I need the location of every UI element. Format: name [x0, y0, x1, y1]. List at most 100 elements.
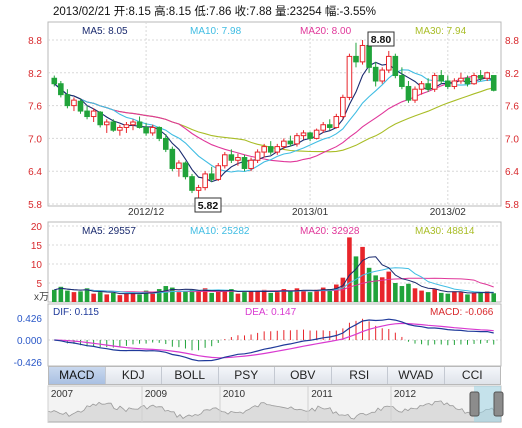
volume-bar	[255, 290, 260, 302]
high-annotation-text: 8.80	[371, 34, 392, 46]
volume-bar	[419, 290, 424, 302]
volume-y-tick-label: 10	[31, 260, 43, 271]
volume-bar	[445, 293, 451, 302]
candle-body	[189, 176, 195, 191]
volume-bar	[458, 292, 464, 302]
candle	[451, 78, 458, 90]
candle	[222, 152, 228, 169]
candle-body	[287, 140, 294, 145]
tab-psy[interactable]: PSY	[219, 367, 275, 384]
candle	[359, 40, 366, 65]
navigator-right-handle[interactable]	[493, 391, 504, 417]
candle-body	[445, 80, 451, 87]
candle-body	[228, 154, 235, 161]
tab-cci[interactable]: CCI	[461, 368, 483, 382]
candle-body	[340, 96, 346, 118]
tab-macd[interactable]: MACD	[49, 367, 106, 384]
price-y-tick-label: 7.0	[28, 134, 42, 145]
candle-body	[84, 110, 90, 118]
candle	[208, 166, 215, 183]
volume-ma-legend: MA5: 29557 MA10: 25282 MA20: 32928 MA30:…	[82, 226, 475, 237]
low-label: 低	[194, 6, 206, 18]
candle	[405, 81, 412, 103]
candle	[438, 70, 445, 84]
candle-body	[458, 77, 464, 82]
candle	[162, 134, 169, 153]
macd-legend-dif: DIF: 0.115	[53, 307, 99, 318]
candle	[143, 123, 149, 136]
candle	[300, 130, 307, 140]
volume-ma-lines	[54, 256, 494, 295]
candle	[248, 157, 254, 172]
candle-body	[379, 69, 386, 82]
price-y-tick-label-right: 8.8	[505, 36, 519, 47]
candle-body	[202, 173, 208, 189]
volume-y-tick-label: 15	[31, 241, 43, 252]
macd-panel: 0.426 0.000 -0.426 DIF: 0.115 DEA: 0.147 M…	[14, 303, 502, 369]
price-panel: 8.8 8.2 7.6 7.0 6.4 5.8 8.8 8.2 7.6 7.0 6.4 5.8 20…	[28, 21, 519, 218]
macd-y-tick-label: -0.426	[14, 358, 43, 369]
volume-bar	[209, 292, 214, 302]
candle-body	[353, 55, 359, 63]
volume-bar	[91, 293, 96, 302]
volume-plot-frame	[47, 221, 502, 303]
candles	[51, 40, 497, 203]
change-label: 幅	[324, 6, 337, 18]
time-navigator[interactable]: 2007 2009 2010 2011 2012	[47, 385, 504, 423]
candle-body	[162, 137, 169, 150]
candle-body	[58, 83, 64, 96]
volume-value: 23254	[289, 6, 322, 18]
candle-body	[117, 126, 123, 131]
candle	[169, 146, 176, 172]
candle-body	[176, 162, 182, 169]
candle	[97, 111, 103, 128]
candle	[372, 61, 379, 87]
tab-kdj[interactable]: KDJ	[106, 367, 162, 384]
price-y-tick-label: 6.4	[28, 167, 42, 178]
candle-body	[103, 121, 110, 126]
tab-boll[interactable]: BOLL	[162, 367, 219, 384]
macd-y-ticks: 0.426 0.000 -0.426	[14, 314, 43, 369]
low-annotation-box	[194, 197, 222, 213]
candle-body	[110, 121, 117, 131]
price-y-ticks-right: 8.8 8.2 7.6 7.0 6.4 5.8	[505, 36, 519, 211]
legend-ma5: MA5: 8.05	[82, 26, 128, 37]
low-value: 7.86	[209, 6, 232, 18]
volume-bar	[471, 292, 477, 302]
candle-body	[300, 132, 307, 137]
volume-y-tick-label: 5	[36, 279, 42, 290]
tab-rsi[interactable]: RSI	[332, 367, 388, 384]
volume-bar	[281, 289, 287, 302]
candle	[228, 149, 235, 163]
candle-body	[254, 151, 261, 161]
vol-legend-ma20: MA20: 32928	[300, 226, 360, 237]
candle-body	[366, 44, 372, 68]
candle-body	[195, 187, 202, 191]
navigator-x-label: 2009	[145, 389, 168, 400]
price-y-tick-label-right: 7.0	[505, 134, 519, 145]
tab-wvad[interactable]: WVAD	[388, 367, 445, 384]
volume-bar	[268, 292, 274, 302]
candle	[130, 119, 136, 131]
candle-body	[248, 159, 254, 169]
candle	[156, 126, 163, 142]
candle-body	[425, 83, 431, 90]
high-value: 8.15	[168, 6, 192, 18]
volume-bar	[189, 289, 195, 302]
volume-label: 量	[274, 6, 287, 18]
volume-bar	[97, 292, 103, 302]
volume-bar	[235, 293, 241, 302]
tab-obv[interactable]: OBV	[275, 367, 332, 384]
candle	[77, 99, 84, 114]
candle-body	[471, 75, 477, 85]
candle-body	[372, 66, 379, 82]
candle	[215, 163, 222, 182]
volume-bar	[261, 289, 267, 302]
price-y-ticks-left: 8.8 8.2 7.6 7.0 6.4 5.8	[28, 36, 42, 211]
navigator-left-handle[interactable]	[469, 391, 480, 417]
volume-y-tick-label: 20	[31, 222, 43, 233]
volume-bar	[307, 292, 313, 302]
candle	[182, 161, 189, 180]
open-value: 8.15	[128, 6, 151, 18]
candle-body	[320, 124, 326, 131]
